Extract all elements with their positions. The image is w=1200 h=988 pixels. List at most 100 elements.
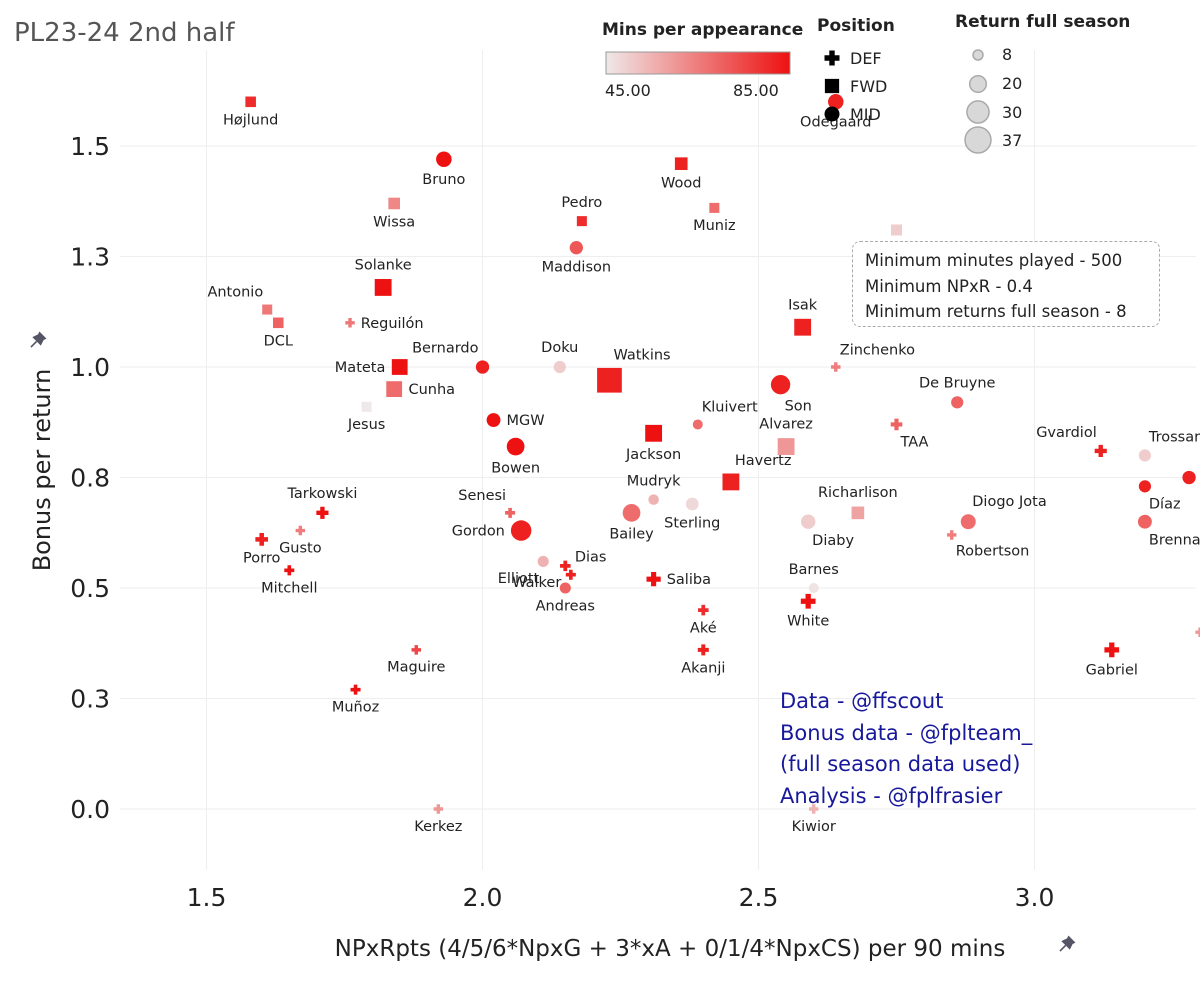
point-dias <box>565 569 576 580</box>
label-dcl: DCL <box>264 333 293 349</box>
size-legend-title: Return full season <box>955 12 1131 32</box>
point-dcl <box>272 317 284 329</box>
point-isak <box>794 318 812 336</box>
point-senesi <box>505 507 516 518</box>
label-robertson: Robertson <box>956 544 1030 560</box>
label-bowen: Bowen <box>491 460 540 476</box>
point-barnes <box>808 583 819 593</box>
pin-icon-head <box>1061 935 1076 950</box>
color-legend-max: 85.00 <box>733 81 779 100</box>
point-jackson <box>645 424 663 442</box>
label-dias: Dias <box>575 550 607 566</box>
point-odegaard <box>828 94 844 110</box>
point-eze <box>1182 470 1196 485</box>
size-legend-20: 20 <box>1002 74 1023 93</box>
point-robertson <box>946 530 957 540</box>
chart-title: PL23-24 2nd half <box>14 18 235 48</box>
pin-icon <box>1059 935 1076 952</box>
color-legend-min: 45.00 <box>605 81 651 100</box>
label-elliott: Elliott <box>498 571 540 587</box>
label-gvardiol: Gvardiol <box>1036 425 1097 441</box>
label-senesi: Senesi <box>458 488 506 504</box>
point-mun-oz <box>350 684 361 695</box>
label-mgw: MGW <box>506 413 544 429</box>
label-wood: Wood <box>661 175 701 191</box>
pin-icon-needle <box>1059 944 1067 952</box>
size-legend-markers <box>964 49 992 154</box>
point-son <box>770 374 791 395</box>
point-zinchenko <box>831 362 841 372</box>
point-solanke <box>374 279 392 296</box>
label-alvarez: Alvarez <box>759 417 813 433</box>
label-muniz: Muniz <box>693 218 736 234</box>
y-tick-label: 0.3 <box>70 685 110 714</box>
point-richarlison <box>851 506 865 520</box>
point-havertz <box>722 473 740 491</box>
point-trossard <box>1138 449 1152 462</box>
credit-bonus: Bonus data - @fplteam_ <box>780 720 1033 745</box>
credits-block: Data - @ffscout Bonus data - @fplteam_ (… <box>780 686 1032 812</box>
label-akanji: Akanji <box>681 660 725 676</box>
point-maguire <box>411 645 422 655</box>
info-line-npxr: Minimum NPxR - 0.4 <box>865 276 1033 296</box>
label-pedro: Pedro <box>561 195 602 211</box>
label-bruno: Bruno <box>422 172 465 188</box>
label-jackson: Jackson <box>625 447 681 463</box>
label-barnes: Barnes <box>789 562 839 578</box>
size-legend-circle <box>972 49 984 61</box>
legend-plus-marker <box>824 50 840 66</box>
label-mitchell: Mitchell <box>261 580 317 596</box>
point-cunha <box>386 381 403 397</box>
point-pedro <box>576 216 587 227</box>
label-zinchenko: Zinchenko <box>840 342 915 358</box>
point-bernardo <box>475 360 490 374</box>
point-labels: WatkinsHaalandPalmerSakaSalahFodenGordon… <box>207 112 1200 834</box>
shape-legend-fwd: FWD <box>850 77 888 96</box>
label-gusto: Gusto <box>279 540 322 556</box>
x-tick-label: 3.0 <box>1015 883 1055 912</box>
credit-analysis: Analysis - @fplfrasier <box>780 783 1003 808</box>
y-tick-label: 0.5 <box>70 574 110 603</box>
point-andreas <box>559 582 571 594</box>
point-kiwior <box>808 804 819 814</box>
label-bailey: Bailey <box>609 527 654 543</box>
label-solanke: Solanke <box>355 258 412 274</box>
credit-note: (full season data used) <box>780 752 1021 776</box>
legend-circle-marker <box>824 106 840 122</box>
x-axis-title: NPxRpts (4/5/6*NpxG + 3*xA + 0/1/4*NpxCS… <box>335 936 1006 962</box>
point-mgw <box>486 413 501 427</box>
point-wissa <box>388 197 400 210</box>
point-tomiyasu <box>1195 627 1200 637</box>
size-legend-30: 30 <box>1002 103 1023 122</box>
point-taa <box>890 418 903 431</box>
point-diaby <box>800 514 816 529</box>
label-isak: Isak <box>788 297 818 313</box>
label-walker: Walker <box>512 575 561 591</box>
shape-legend-title: Position <box>817 16 895 36</box>
point-gabriel <box>1104 642 1120 658</box>
point-porro <box>255 533 269 546</box>
x-tick-label: 2.0 <box>463 883 503 912</box>
label-mateta: Mateta <box>335 360 386 376</box>
label-bernardo: Bernardo <box>412 340 479 356</box>
label-wissa: Wissa <box>373 215 415 231</box>
y-tick-label: 1.0 <box>70 353 110 382</box>
point-tarkowski <box>316 506 329 519</box>
label-kerkez: Kerkez <box>414 819 462 835</box>
y-tick-label: 1.3 <box>70 243 110 272</box>
label-cunha: Cunha <box>408 382 455 398</box>
point-mitchell <box>284 565 295 576</box>
info-line-minutes: Minimum minutes played - 500 <box>865 251 1123 270</box>
label-saliba: Saliba <box>667 572 711 588</box>
label-brennan: Brennan <box>1149 533 1200 549</box>
shape-legend-markers <box>824 50 840 122</box>
point-kerkez <box>433 804 444 814</box>
label-maddison: Maddison <box>542 259 611 275</box>
point-di-az <box>1138 480 1152 493</box>
label-doku: Doku <box>541 340 578 356</box>
info-line-returns: Minimum returns full season - 8 <box>865 302 1127 321</box>
label-tarkowski: Tarkowski <box>286 486 357 502</box>
point-mudryk <box>648 494 659 505</box>
point-watkins <box>597 367 622 393</box>
